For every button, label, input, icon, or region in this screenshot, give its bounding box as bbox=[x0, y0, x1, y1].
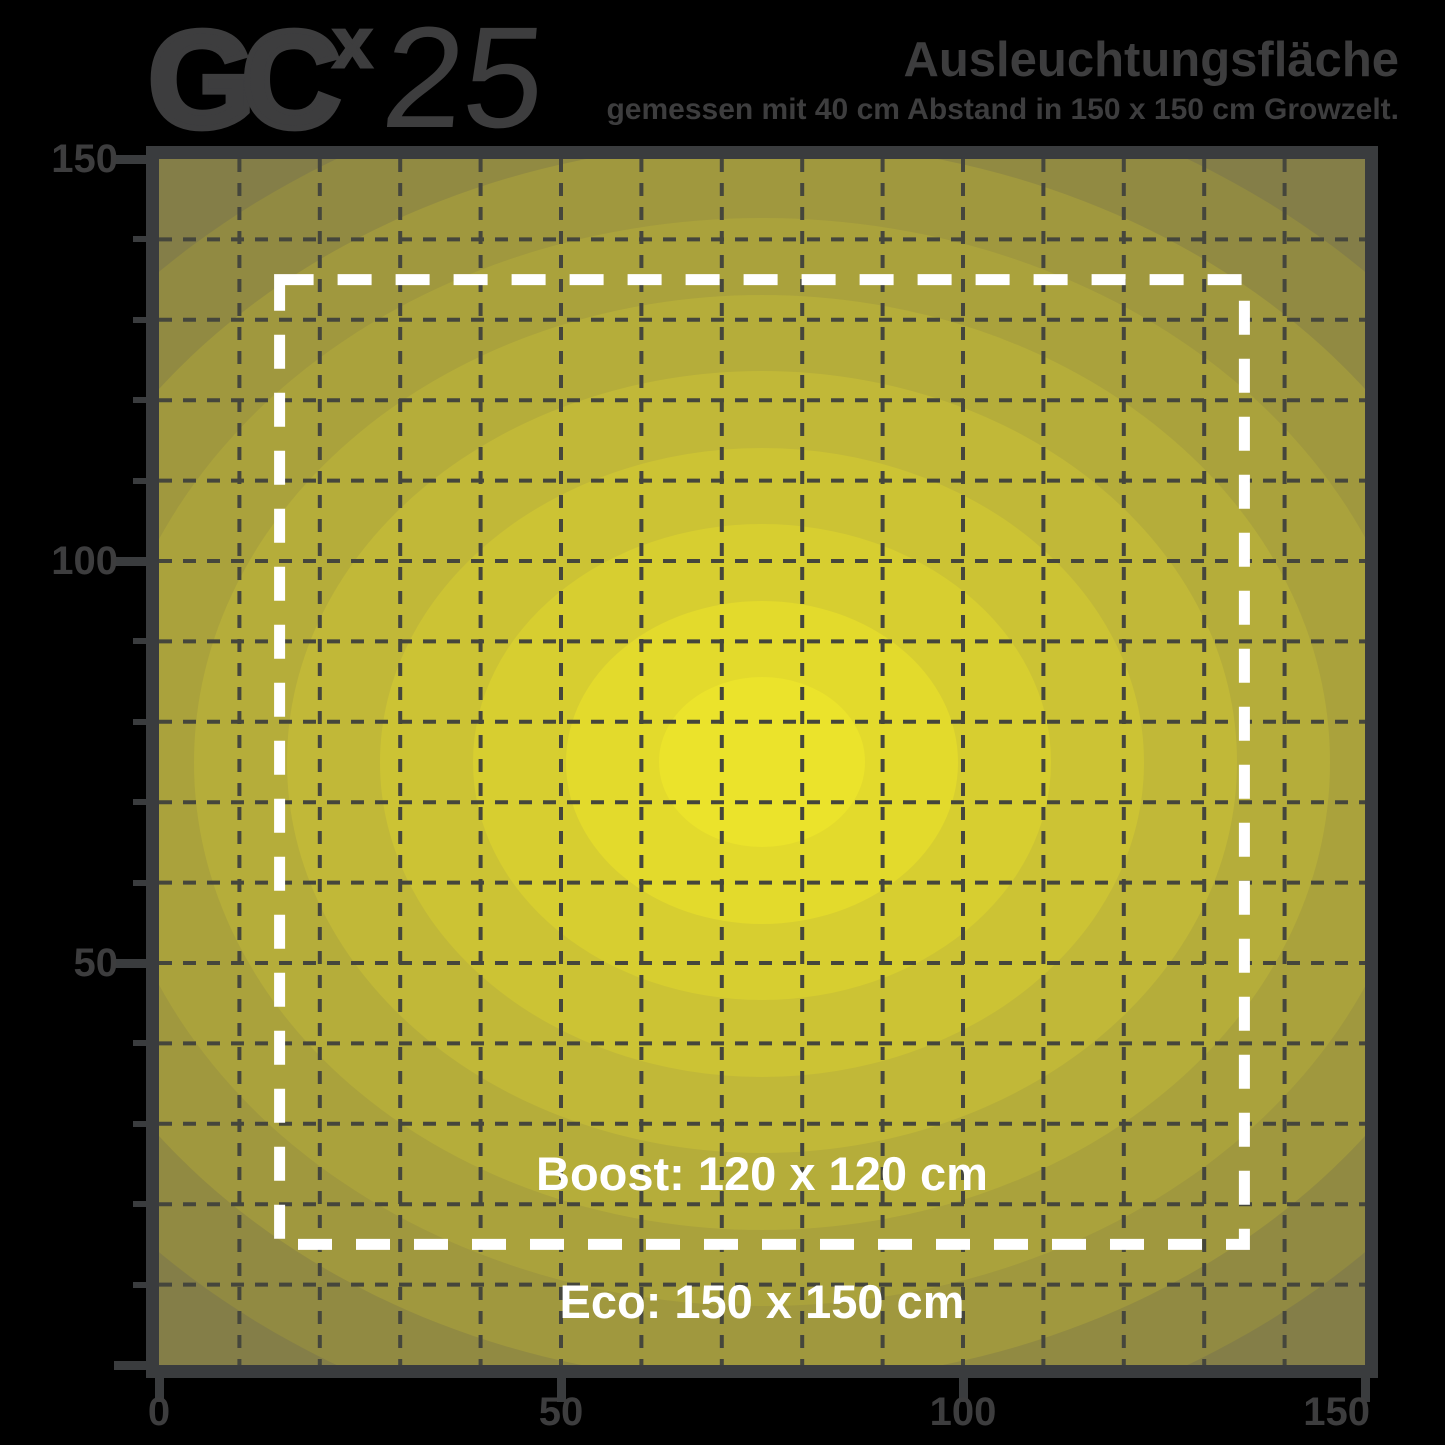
axis-tick bbox=[133, 236, 146, 243]
axis-tick bbox=[133, 397, 146, 404]
boost-zone-outline bbox=[274, 274, 1250, 1250]
axis-tick bbox=[133, 477, 146, 484]
chart-title: Ausleuchtungsfläche bbox=[903, 33, 1399, 87]
axis-tick bbox=[133, 799, 146, 806]
axis-tick bbox=[154, 1378, 164, 1402]
axis-tick bbox=[133, 1120, 146, 1127]
brand-logo-model: 25 bbox=[376, 0, 552, 158]
axis-tick bbox=[133, 316, 146, 323]
axis-tick bbox=[133, 638, 146, 645]
brand-logo-superscript: x bbox=[332, 4, 374, 82]
grid-overlay bbox=[159, 159, 1365, 1365]
zone-overlay bbox=[274, 274, 1250, 1250]
plot-frame: Boost: 120 x 120 cm Eco: 150 x 150 cm bbox=[146, 146, 1378, 1378]
x-axis-label-150: 150 bbox=[1303, 1390, 1370, 1434]
grid-lines bbox=[159, 159, 1365, 1365]
axis-tick bbox=[133, 1201, 146, 1208]
axis-tick bbox=[133, 1040, 146, 1047]
y-axis-label-150: 150 bbox=[51, 137, 118, 181]
brand-logo: GCx25 bbox=[145, 0, 551, 158]
axis-tick bbox=[114, 1360, 146, 1370]
boost-zone-label: Boost: 120 x 120 cm bbox=[536, 1147, 988, 1200]
axis-tick bbox=[133, 879, 146, 886]
axis-tick bbox=[114, 154, 146, 164]
x-axis-label-0: 0 bbox=[147, 1390, 171, 1434]
axis-tick bbox=[114, 556, 146, 566]
axis-tick bbox=[133, 1281, 146, 1288]
chart-subtitle: gemessen mit 40 cm Abstand in 150 x 150 … bbox=[606, 92, 1399, 126]
eco-zone-label: Eco: 150 x 150 cm bbox=[559, 1275, 965, 1328]
axis-tick bbox=[133, 718, 146, 725]
header-titles: Ausleuchtungsfläche gemessen mit 40 cm A… bbox=[606, 33, 1399, 126]
y-axis-label-100: 100 bbox=[51, 539, 118, 583]
x-axis-label-100: 100 bbox=[929, 1390, 997, 1434]
brand-logo-gc: GC bbox=[145, 3, 344, 157]
heatmap: Boost: 120 x 120 cm Eco: 150 x 150 cm bbox=[159, 159, 1365, 1365]
axis-tick bbox=[958, 1378, 968, 1402]
axis-tick bbox=[556, 1378, 566, 1402]
x-axis-label-50: 50 bbox=[538, 1390, 584, 1434]
axis-tick bbox=[114, 958, 146, 968]
intensity-band bbox=[658, 677, 866, 847]
axis-tick bbox=[1360, 1378, 1370, 1402]
y-axis-label-50: 50 bbox=[73, 941, 119, 985]
